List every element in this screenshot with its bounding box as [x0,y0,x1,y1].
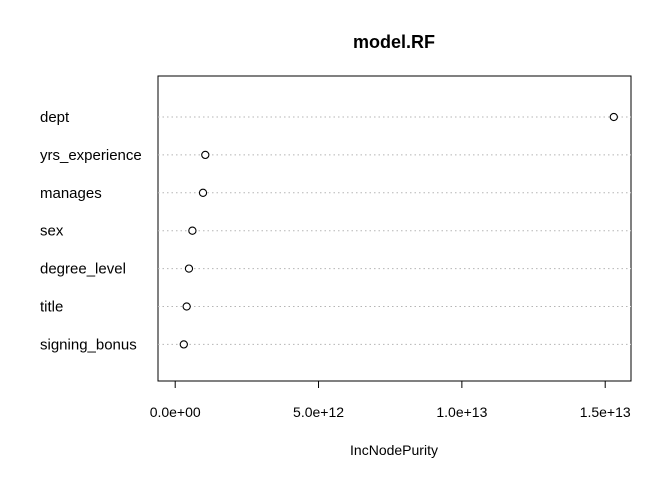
grid-lines [158,116,631,345]
data-point [201,150,210,160]
category-label: degree_level [40,261,126,278]
x-tick-label: 0.0e+00 [150,404,201,420]
x-tick-label: 1.5e+13 [580,404,631,420]
category-label: signing_bonus [40,336,137,353]
category-label: yrs_experience [40,147,142,164]
data-point [184,264,194,273]
data-point [188,226,197,235]
plot-frame [157,75,632,382]
x-axis: 0.0e+00 5.0e+12 1.0e+13 1.5e+13 [150,380,631,420]
data-point [179,340,188,349]
category-label: sex [40,223,64,240]
chart-title: model.RF [353,32,435,52]
x-tick-label: 5.0e+12 [293,404,344,420]
data-point [182,302,191,311]
category-label: title [40,299,63,316]
data-points [179,112,618,349]
data-point [198,188,208,197]
category-label: manages [40,185,102,202]
data-point [609,112,618,122]
x-tick-label: 1.0e+13 [436,404,487,420]
x-axis-title: IncNodePurity [350,442,438,458]
category-label: dept [40,109,70,126]
